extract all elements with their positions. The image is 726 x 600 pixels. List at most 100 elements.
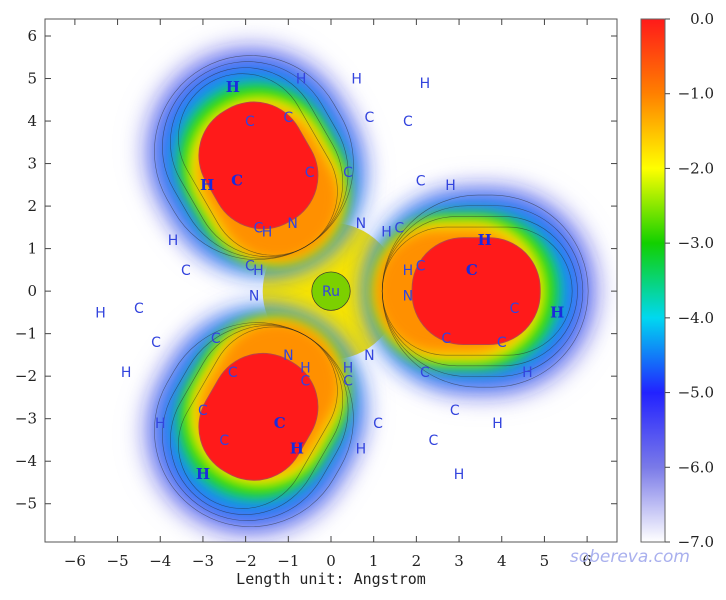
atom-label: C xyxy=(254,220,264,236)
x-tick-label: −5 xyxy=(107,552,129,570)
atom-label: C xyxy=(211,331,221,347)
atom-label: H xyxy=(121,365,132,381)
x-tick-label: 0 xyxy=(326,552,336,570)
atom-label: C xyxy=(228,365,238,381)
y-tick-label: 0 xyxy=(27,282,37,300)
atom-label: C xyxy=(441,331,451,347)
ru-atom-label: Ru xyxy=(322,284,340,300)
colorbar-tick-label: −2.0 xyxy=(678,159,714,177)
atom-label: C xyxy=(274,414,286,432)
atom-label: C xyxy=(420,365,430,381)
potential-map xyxy=(147,48,596,535)
atom-label: C xyxy=(283,110,293,126)
atom-label: H xyxy=(296,72,307,88)
atom-label: H xyxy=(200,176,214,194)
x-tick-label: 4 xyxy=(497,552,507,570)
atom-label: H xyxy=(290,439,304,457)
y-tick-label: −5 xyxy=(15,495,37,513)
atom-label: C xyxy=(497,335,507,351)
y-tick-label: −4 xyxy=(15,452,37,470)
atom-label: C xyxy=(181,263,191,279)
atom-label: C xyxy=(198,403,208,419)
atom-label: C xyxy=(510,301,520,317)
atom-label: C xyxy=(394,220,404,236)
atom-label: C xyxy=(466,261,478,279)
atom-label: N xyxy=(283,348,293,364)
colorbar-ticks: 0.0 −1.0 −2.0 −3.0 −4.0 −5.0 −6.0 −7.0 xyxy=(665,10,714,551)
x-tick-label: 6 xyxy=(582,552,592,570)
atom-label: C xyxy=(305,165,315,181)
atom-label: C xyxy=(343,373,353,389)
atom-label: C xyxy=(300,373,310,389)
colorbar-tick-label: −4.0 xyxy=(678,309,714,327)
ligand-lobe xyxy=(373,188,596,394)
atom-label: C xyxy=(219,433,229,449)
atom-label: C xyxy=(245,259,255,275)
contour-line xyxy=(154,55,354,260)
atom-label: H xyxy=(550,303,564,321)
atom-label: C xyxy=(245,114,255,130)
atom-label: N xyxy=(287,216,297,232)
colorbar-tick-label: −5.0 xyxy=(678,384,714,402)
x-tick-label: 2 xyxy=(412,552,422,570)
y-tick-label: 6 xyxy=(27,27,37,45)
atom-label: H xyxy=(300,361,311,377)
atom-label: H xyxy=(196,465,210,483)
metal-center-core xyxy=(311,271,351,311)
contour-line xyxy=(154,322,354,528)
atom-label: H xyxy=(351,72,362,88)
atom-label: N xyxy=(356,216,366,232)
y-tick-label: 5 xyxy=(27,70,37,88)
ligand-core xyxy=(198,101,319,230)
atom-label: H xyxy=(381,225,392,241)
x-tick-label: −1 xyxy=(277,552,299,570)
x-axis: −6 −5 −4 −3 −2 −1 0 1 2 3 4 5 6 xyxy=(64,19,592,570)
y-tick-label: 2 xyxy=(27,197,37,215)
atom-label: H xyxy=(356,441,367,457)
atom-label: H xyxy=(420,76,431,92)
atom-label: C xyxy=(151,335,161,351)
colorbar-tick-label: 0.0 xyxy=(690,10,714,28)
y-axis: −5 −4 −3 −2 −1 0 1 2 3 4 5 6 xyxy=(15,27,617,513)
atom-label: H xyxy=(226,78,240,96)
atom-label: H xyxy=(343,361,354,377)
atom-label: C xyxy=(416,174,426,190)
atom-label: N xyxy=(364,348,374,364)
atom-label: C xyxy=(365,110,375,126)
x-tick-label: 3 xyxy=(454,552,464,570)
ligand-lobe xyxy=(147,314,361,535)
ligand-core xyxy=(198,352,319,481)
x-tick-label: −6 xyxy=(64,552,86,570)
y-tick-label: −2 xyxy=(15,367,37,385)
atom-label: C xyxy=(373,416,383,432)
atom-label: H xyxy=(262,225,273,241)
atom-label: C xyxy=(429,433,439,449)
x-tick-label: 1 xyxy=(369,552,379,570)
y-tick-label: −1 xyxy=(15,325,37,343)
x-tick-label: −4 xyxy=(149,552,171,570)
atom-label: N xyxy=(249,288,259,304)
ligand-core xyxy=(411,237,541,345)
atom-label: H xyxy=(155,416,166,432)
x-tick-label: −3 xyxy=(192,552,214,570)
atom-label: C xyxy=(134,301,144,317)
atom-label: H xyxy=(95,305,106,321)
atom-label: C xyxy=(231,172,243,190)
atom-label: H xyxy=(454,467,465,483)
atom-label: C xyxy=(416,259,426,275)
y-tick-label: −3 xyxy=(15,410,37,428)
colorbar-tick-label: −7.0 xyxy=(678,533,714,551)
x-axis-label: Length unit: Angstrom xyxy=(236,570,426,588)
atom-label: H xyxy=(253,263,264,279)
atom-label: N xyxy=(403,288,413,304)
atom-label: H xyxy=(492,416,503,432)
watermark: sobereva.com xyxy=(570,547,690,567)
y-tick-label: 1 xyxy=(27,240,37,258)
atom-label: H xyxy=(522,365,533,381)
y-tick-label: 3 xyxy=(27,155,37,173)
atom-label: C xyxy=(450,403,460,419)
ligand-lobe xyxy=(147,48,361,268)
x-tick-label: 5 xyxy=(540,552,550,570)
colorbar-tick-label: −6.0 xyxy=(678,458,714,476)
